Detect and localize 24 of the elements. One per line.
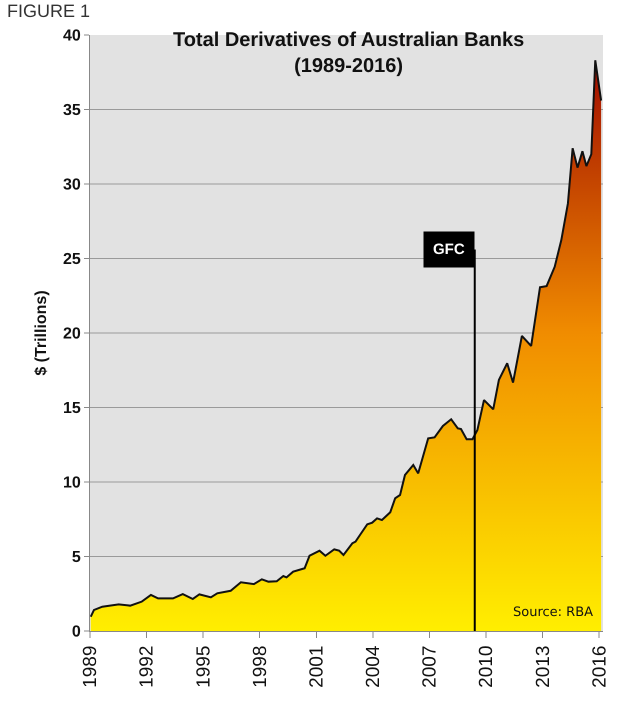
- y-tick-label: 25: [63, 251, 81, 268]
- x-tick-label: 1989: [80, 646, 102, 688]
- x-tick-label: 1995: [193, 646, 214, 688]
- x-tick-label: 2001: [306, 646, 328, 688]
- caption: FIGURE 1: [7, 1, 90, 21]
- annotation: Source: RBA: [513, 605, 594, 620]
- y-tick-label: 40: [63, 28, 81, 45]
- y-axis-title: $ (Trillions): [32, 290, 50, 376]
- chart-title: Total Derivatives of Australian Banks (1989-2016): [172, 29, 524, 78]
- x-tick-label: 2013: [532, 646, 554, 688]
- y-tick-label: 0: [72, 624, 81, 641]
- x-tick-label: 1992: [136, 646, 158, 688]
- ref-line-label: GFC: [433, 241, 465, 258]
- y-tick-label: 30: [63, 176, 81, 194]
- x-tick-label: 1998: [250, 646, 271, 688]
- y-tick-label: 10: [63, 474, 81, 492]
- x-tick-label: 2004: [363, 645, 384, 688]
- x-tick-label: 2016: [589, 646, 610, 688]
- y-tick-label: 15: [63, 400, 81, 418]
- y-tick-label: 5: [72, 549, 81, 566]
- y-tick-label: 20: [63, 326, 81, 343]
- y-tick-label: 35: [63, 102, 81, 120]
- x-tick-label: 2010: [476, 646, 498, 688]
- x-tick-label: 2007: [420, 646, 441, 688]
